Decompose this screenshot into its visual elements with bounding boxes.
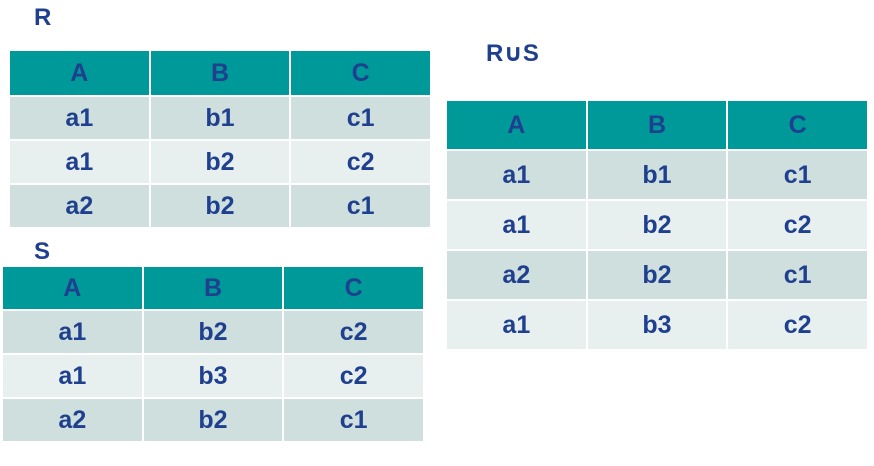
- union-header-row: A B C: [445, 99, 869, 151]
- union-table: A B C a1 b1 c1 a1 b2 c2 a2 b2 c1 a1: [445, 99, 869, 351]
- cell-c: c2: [282, 309, 425, 355]
- column-header-a: A: [445, 99, 588, 151]
- table-row: a1 b2 c2: [8, 139, 432, 185]
- cell-c: c1: [726, 249, 869, 301]
- cell-c: c1: [289, 95, 432, 141]
- column-header-c: C: [726, 99, 869, 151]
- cell-c: c2: [282, 353, 425, 399]
- table-row: a2 b2 c1: [8, 183, 432, 229]
- cell-b: b2: [141, 309, 285, 355]
- cell-b: b1: [148, 95, 292, 141]
- cell-a: a2: [445, 249, 588, 301]
- table-row: a1 b1 c1: [445, 149, 869, 201]
- column-header-c: C: [289, 49, 432, 97]
- cell-c: c1: [726, 149, 869, 201]
- cell-b: b1: [585, 149, 729, 201]
- cell-c: c2: [726, 299, 869, 351]
- cell-a: a1: [445, 149, 588, 201]
- cell-a: a2: [8, 183, 151, 229]
- cell-a: a1: [8, 139, 151, 185]
- cell-b: b3: [585, 299, 729, 351]
- relation-r-table: A B C a1 b1 c1 a1 b2 c2 a2 b2 c1: [8, 49, 432, 229]
- cell-b: b3: [141, 353, 285, 399]
- cell-a: a2: [1, 397, 144, 443]
- relation-r-title: R: [34, 4, 52, 31]
- union-title: R∪S: [486, 40, 539, 67]
- column-header-a: A: [8, 49, 151, 97]
- cell-a: a1: [445, 299, 588, 351]
- table-row: a2 b2 c1: [445, 249, 869, 301]
- table-row: a2 b2 c1: [1, 397, 425, 443]
- cell-b: b2: [148, 183, 292, 229]
- cell-c: c2: [726, 199, 869, 251]
- table-row: a1 b3 c2: [445, 299, 869, 351]
- column-header-b: B: [585, 99, 729, 151]
- cell-b: b2: [585, 199, 729, 251]
- cell-a: a1: [1, 309, 144, 355]
- cell-b: b2: [148, 139, 292, 185]
- cell-b: b2: [141, 397, 285, 443]
- relation-r-header-row: A B C: [8, 49, 432, 97]
- relation-s-table: A B C a1 b2 c2 a1 b3 c2 a2 b2 c1: [1, 265, 425, 443]
- relation-s-header-row: A B C: [1, 265, 425, 311]
- cell-a: a1: [1, 353, 144, 399]
- relation-s-title: S: [34, 238, 51, 265]
- table-row: a1 b2 c2: [445, 199, 869, 251]
- cell-c: c2: [289, 139, 432, 185]
- table-row: a1 b3 c2: [1, 353, 425, 399]
- cell-b: b2: [585, 249, 729, 301]
- column-header-b: B: [148, 49, 292, 97]
- cell-c: c1: [282, 397, 425, 443]
- table-row: a1 b1 c1: [8, 95, 432, 141]
- cell-a: a1: [8, 95, 151, 141]
- cell-c: c1: [289, 183, 432, 229]
- table-row: a1 b2 c2: [1, 309, 425, 355]
- column-header-a: A: [1, 265, 144, 311]
- cell-a: a1: [445, 199, 588, 251]
- column-header-b: B: [141, 265, 285, 311]
- column-header-c: C: [282, 265, 425, 311]
